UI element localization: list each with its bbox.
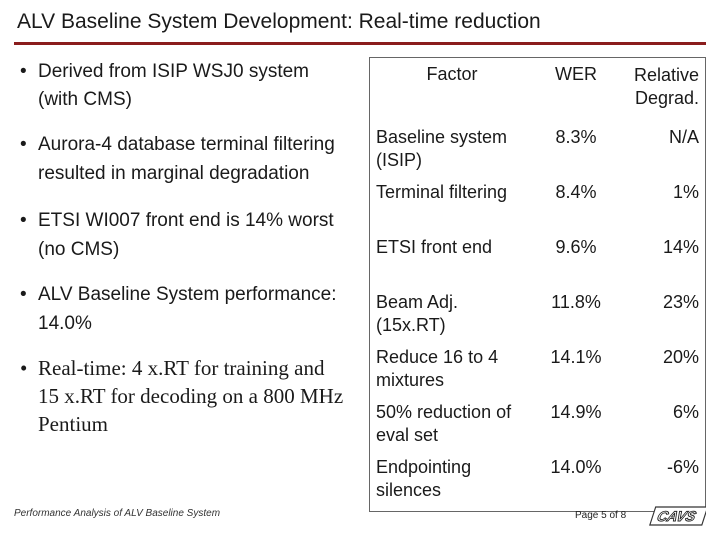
cell-factor: Reduce 16 to 4 mixtures	[376, 347, 499, 390]
table-row: Reduce 16 to 4 mixtures 14.1% 20%	[370, 346, 706, 401]
header-relative-degrad: Relative Degrad.	[633, 65, 699, 108]
slide-title: ALV Baseline System Development: Real-ti…	[17, 10, 541, 33]
header-wer: WER	[555, 64, 597, 84]
bullet-text: ALV Baseline System performance: 14.0%	[38, 284, 337, 334]
cavs-logo: CAVS	[649, 506, 706, 526]
results-table: Factor WER Relative Degrad. Baseline sys…	[369, 57, 706, 512]
cell-wer: 8.3%	[555, 127, 597, 147]
bullet-text: Real-time: 4 x.RT for training and 15 x.…	[38, 356, 344, 436]
cell-degrad: -6%	[666, 457, 699, 477]
bullet-item: • ETSI WI007 front end is 14% worst (no …	[20, 206, 350, 264]
cell-degrad: 6%	[672, 402, 699, 422]
cell-wer: 9.6%	[555, 237, 597, 257]
bullet-glyph: •	[20, 61, 27, 82]
bullet-glyph: •	[20, 356, 28, 380]
bullet-item: • Real-time: 4 x.RT for training and 15 …	[20, 354, 350, 438]
footer-caption: Performance Analysis of ALV Baseline Sys…	[14, 508, 221, 519]
bullet-text: ETSI WI007 front end is 14% worst (no CM…	[38, 210, 334, 260]
cell-degrad: 1%	[672, 182, 699, 202]
bullet-list: • Derived from ISIP WSJ0 system (with CM…	[20, 58, 350, 438]
title-divider	[14, 42, 706, 45]
cell-factor: Terminal filtering	[376, 182, 508, 202]
table-row: Beam Adj. (15x.RT) 11.8% 23%	[370, 291, 706, 346]
cell-degrad: 23%	[662, 292, 699, 312]
table-header-row: Factor WER Relative Degrad.	[370, 58, 706, 127]
cell-factor: Beam Adj. (15x.RT)	[376, 292, 459, 335]
table-row: ETSI front end 9.6% 14%	[370, 236, 706, 291]
cell-wer: 14.1%	[550, 347, 602, 367]
cell-factor: Endpointing silences	[376, 457, 472, 500]
cell-factor: 50% reduction of eval set	[376, 402, 512, 445]
cell-factor: Baseline system (ISIP)	[376, 127, 508, 170]
cell-degrad: N/A	[668, 127, 699, 147]
bullet-text: Derived from ISIP WSJ0 system (with CMS)	[38, 61, 309, 110]
cell-wer: 14.0%	[550, 457, 602, 477]
cell-factor: ETSI front end	[376, 237, 493, 257]
table-row: Baseline system (ISIP) 8.3% N/A	[370, 126, 706, 181]
cell-degrad: 20%	[662, 347, 699, 367]
header-factor: Factor	[426, 64, 478, 84]
logo-text: CAVS	[655, 509, 698, 525]
cell-wer: 11.8%	[551, 292, 601, 312]
cell-degrad: 14%	[662, 237, 699, 257]
page-number: Page 5 of 8	[575, 510, 627, 521]
bullet-item: • ALV Baseline System performance: 14.0%	[20, 280, 350, 338]
bullet-item: • Derived from ISIP WSJ0 system (with CM…	[20, 58, 350, 114]
table-row: 50% reduction of eval set 14.9% 6%	[370, 401, 706, 456]
table-row: Terminal filtering 8.4% 1%	[370, 181, 706, 236]
bullet-glyph: •	[20, 210, 27, 231]
bullet-glyph: •	[20, 284, 27, 305]
cell-wer: 8.4%	[555, 182, 597, 202]
table-row: Endpointing silences 14.0% -6%	[370, 456, 706, 512]
bullet-item: • Aurora-4 database terminal filtering r…	[20, 130, 350, 188]
bullet-text: Aurora-4 database terminal filtering res…	[38, 134, 335, 184]
cell-wer: 14.9%	[550, 402, 602, 422]
bullet-glyph: •	[20, 134, 27, 155]
